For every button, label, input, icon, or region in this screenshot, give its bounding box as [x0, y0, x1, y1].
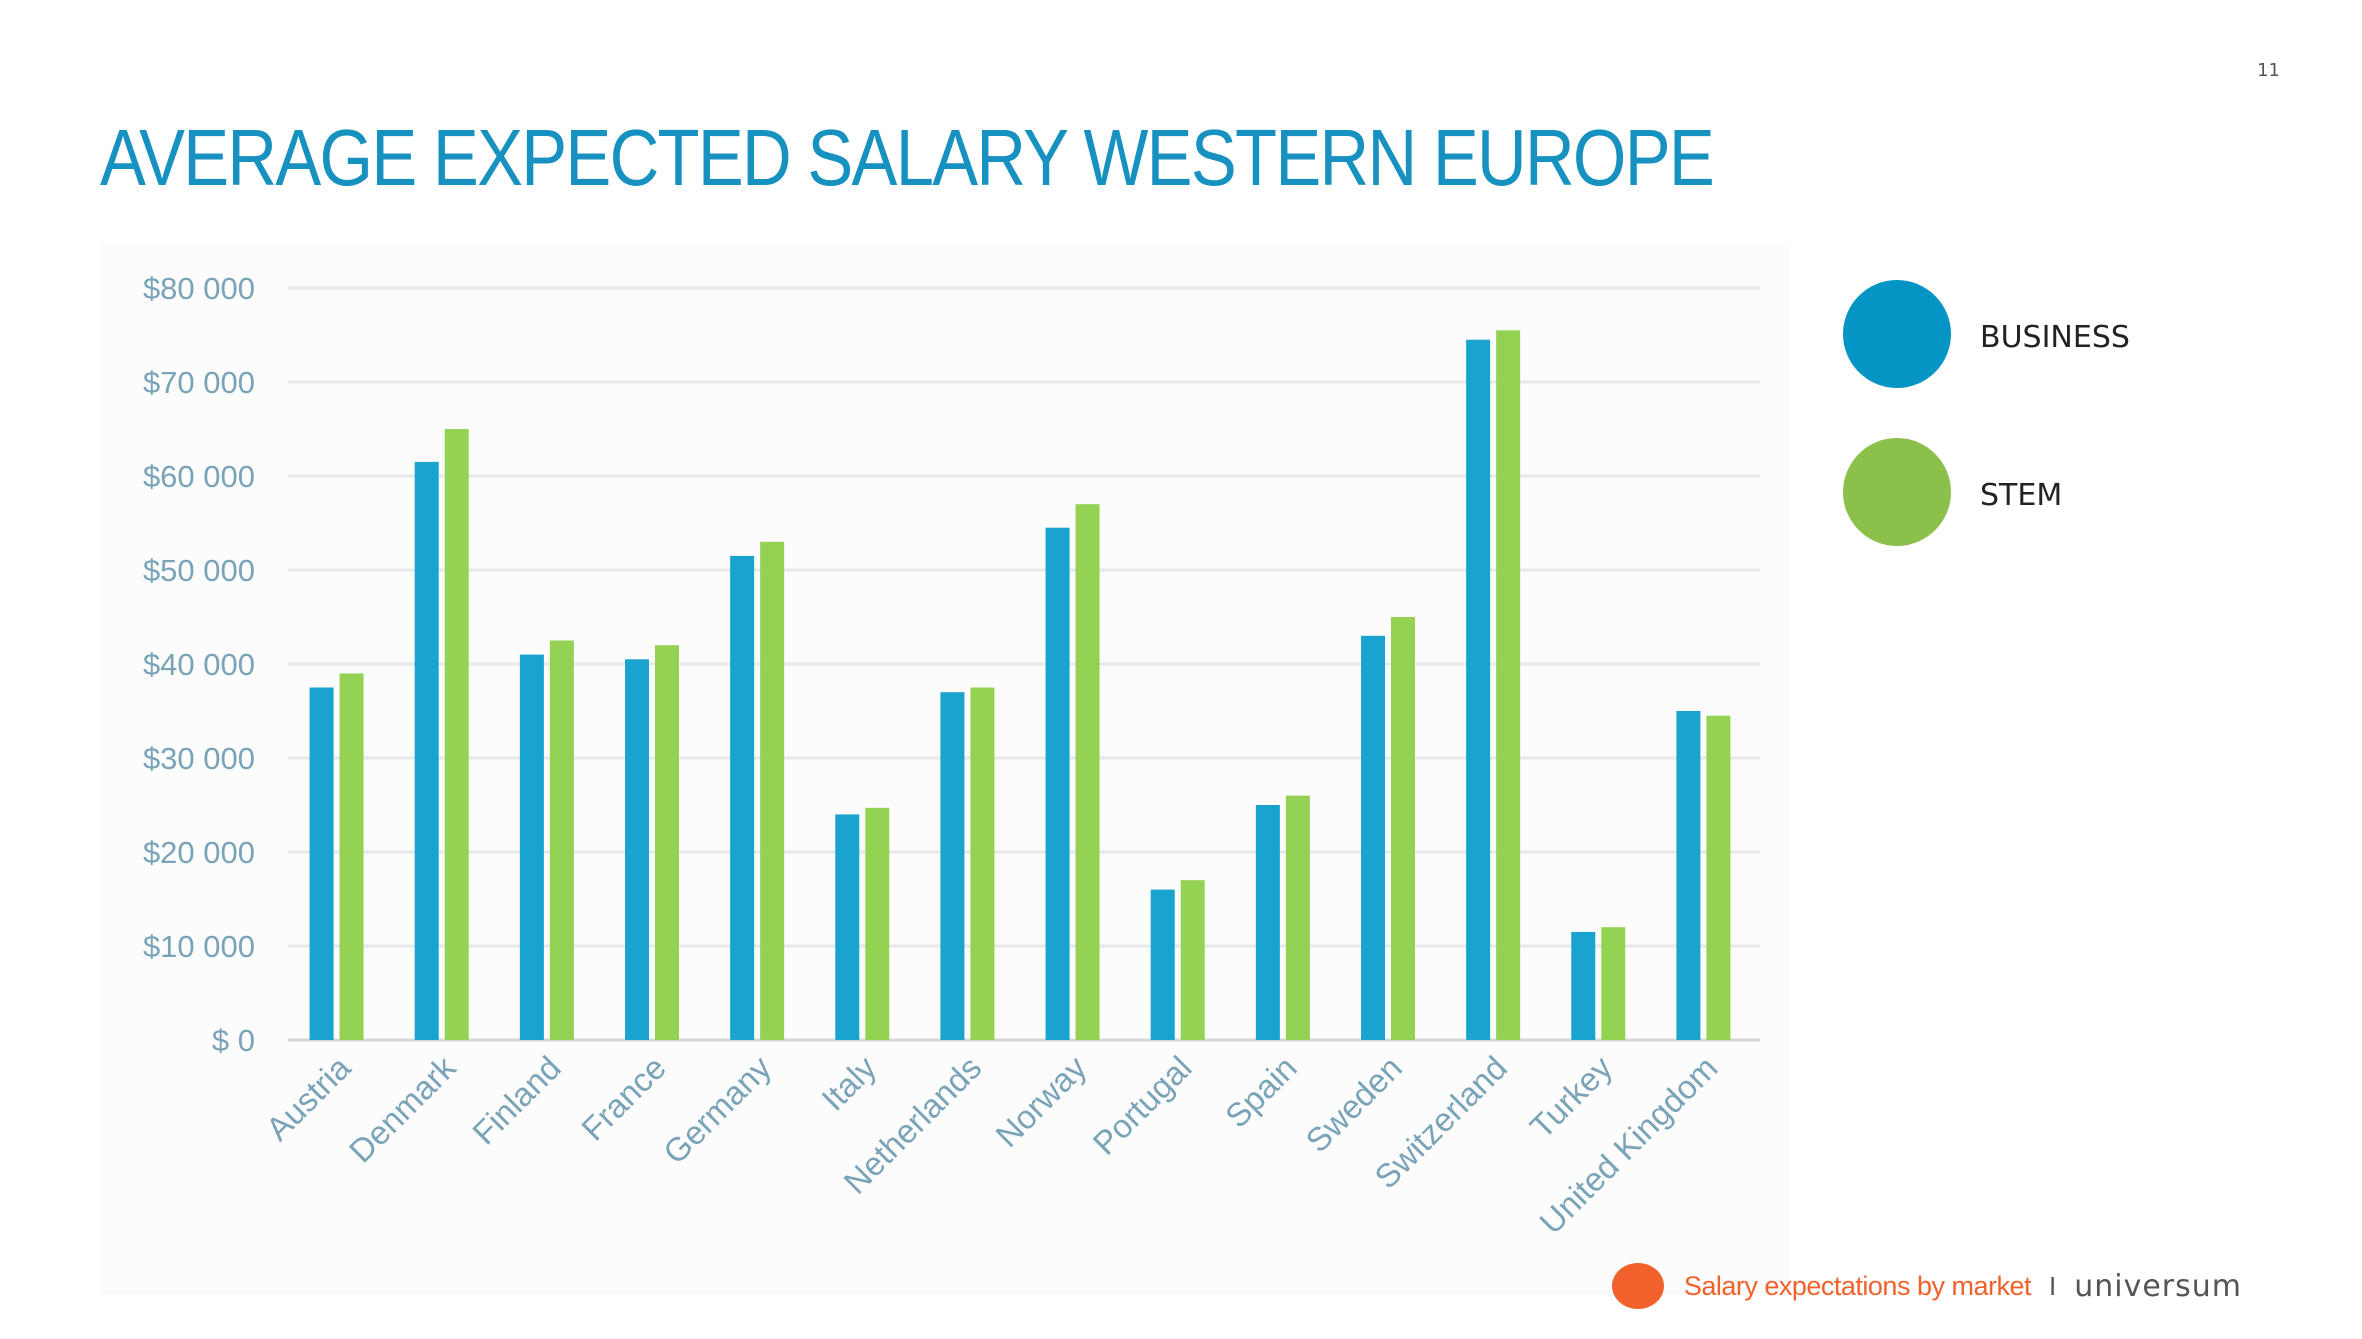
bar-stem [444, 429, 469, 1040]
y-tick-label: $ 0 [212, 1023, 255, 1058]
bar-business [309, 687, 334, 1040]
footer-dot-icon [1611, 1263, 1664, 1309]
universum-logo: universum [2074, 1268, 2242, 1304]
footer-separator: I [2048, 1270, 2057, 1301]
bar-stem [1706, 715, 1731, 1040]
bar-business [414, 461, 439, 1040]
legend-swatch-business [1843, 280, 1951, 388]
bar-stem [1391, 617, 1415, 1040]
bar-stem [549, 640, 574, 1040]
bar-business [730, 555, 755, 1040]
bar-business [1045, 527, 1070, 1040]
y-tick-label: $60 000 [143, 459, 255, 494]
y-tick-label: $80 000 [143, 271, 255, 306]
x-tick-label: Germany [656, 1048, 778, 1170]
bar-business [1676, 711, 1701, 1040]
footer: Salary expectations by market I universu… [1611, 1263, 2242, 1309]
bar-stem [970, 687, 995, 1040]
legend-swatch-stem [1843, 438, 1951, 546]
bar-chart: $ 0 $10 000 $20 000 $30 000 $40 000 $50 000 $6… [143, 271, 1760, 1241]
y-tick-label: $20 000 [143, 835, 255, 870]
x-tick-label: France [574, 1049, 673, 1148]
y-tick-label: $40 000 [143, 647, 255, 682]
y-tick-label: $70 000 [143, 365, 255, 400]
x-tick-label: Sweden [1298, 1049, 1408, 1159]
bar-business [1150, 889, 1175, 1040]
bar-stem [1075, 504, 1100, 1040]
bar-business [1466, 339, 1491, 1040]
x-tick-label: Norway [988, 1048, 1094, 1154]
bar-stem [760, 541, 785, 1040]
bar-business [835, 814, 860, 1040]
x-tick-label: United Kingdom [1532, 1049, 1724, 1241]
footer-text: Salary expectations by market [1683, 1270, 2032, 1301]
y-tick-label: $10 000 [143, 929, 255, 964]
bar-stem [1285, 795, 1310, 1040]
x-tick-label: Turkey [1523, 1048, 1620, 1145]
bar-stem [339, 673, 364, 1040]
bar-business [1255, 805, 1280, 1040]
bar-stem [1496, 330, 1521, 1040]
legend-label-business: BUSINESS [1980, 320, 2130, 355]
page-number: 11 [2257, 60, 2280, 81]
bar-business [1571, 931, 1596, 1040]
bar-business [519, 654, 544, 1040]
x-tick-label: Austria [259, 1048, 358, 1147]
y-tick-label: $30 000 [143, 741, 255, 776]
bar-business [1361, 635, 1385, 1040]
x-tick-label: Denmark [342, 1048, 463, 1169]
y-tick-label: $50 000 [143, 553, 255, 588]
bar-stem [1601, 927, 1626, 1040]
x-tick-label: Portugal [1086, 1049, 1199, 1162]
bar-business [625, 659, 649, 1040]
bar-business [940, 692, 965, 1040]
x-tick-label: Italy [814, 1048, 883, 1117]
bar-stem [865, 807, 890, 1040]
chart-area: $ 0 $10 000 $20 000 $30 000 $40 000 $50 000 $6… [100, 245, 1790, 1295]
bar-stem [655, 645, 679, 1040]
bar-stem [1180, 880, 1205, 1040]
legend-label-stem: STEM [1980, 478, 2063, 513]
x-tick-label: Spain [1218, 1049, 1304, 1135]
x-tick-label: Finland [465, 1049, 568, 1152]
page-title: AVERAGE EXPECTED SALARY WESTERN EUROPE [100, 113, 1715, 202]
